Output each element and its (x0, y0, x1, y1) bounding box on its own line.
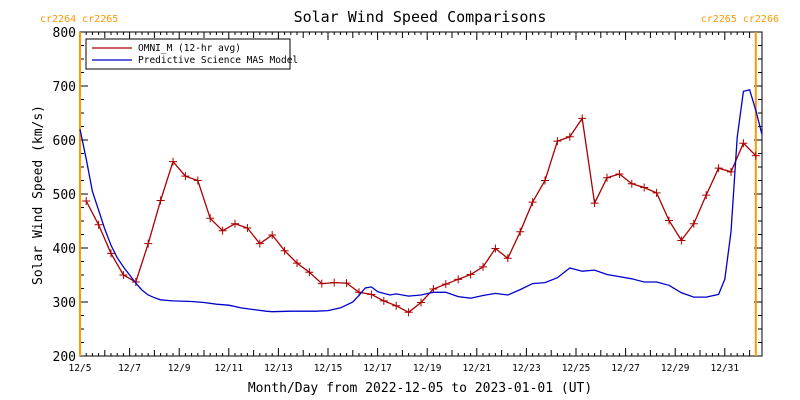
data-point (627, 179, 636, 188)
data-point (677, 236, 686, 245)
data-point (665, 216, 673, 225)
data-point (503, 254, 512, 263)
data-point (441, 280, 450, 289)
data-point (218, 226, 227, 235)
data-point (491, 244, 500, 253)
data-point (392, 301, 401, 310)
data-point (417, 298, 425, 307)
x-axis: 12/5 12/7 12/9 12/11 12/13 12/15 12/17 12/19 12/… (69, 32, 763, 374)
data-point (317, 279, 326, 288)
y-tick-label: 200 (53, 350, 76, 365)
data-point (565, 132, 574, 141)
data-point (553, 137, 562, 146)
legend: OMNI_M (12-hr avg) Predictive Science MA… (85, 38, 298, 70)
legend-label-omni: OMNI_M (12-hr avg) (138, 43, 241, 54)
x-tick-label: 12/11 (214, 363, 243, 374)
x-tick-label: 12/7 (118, 363, 141, 374)
x-tick-label: 12/9 (168, 363, 191, 374)
data-point (181, 172, 190, 181)
data-point (454, 275, 463, 284)
y-axis: 200 300 400 500 600 700 800 (53, 26, 762, 365)
data-point (367, 290, 376, 299)
carrington-marker-label: cr2264 cr2265 (40, 14, 118, 25)
data-point (516, 227, 525, 236)
y-axis-label: Solar Wind Speed (km/s) (31, 105, 46, 285)
data-point (268, 231, 277, 240)
x-tick-label: 12/15 (314, 363, 343, 374)
y-tick-label: 600 (53, 134, 76, 149)
x-tick-label: 12/17 (363, 363, 392, 374)
series-line-1 (79, 89, 763, 313)
legend-label-model: Predictive Science MAS Model (138, 55, 298, 66)
x-tick-label: 12/5 (69, 363, 92, 374)
data-point (528, 198, 537, 207)
data-point (280, 246, 289, 255)
x-tick-label: 12/31 (710, 363, 739, 374)
x-tick-label: 12/29 (661, 363, 690, 374)
plot-frame (79, 31, 763, 357)
x-tick-label: 12/13 (264, 363, 293, 374)
data-point (305, 268, 314, 277)
data-point (94, 220, 103, 229)
data-point (156, 196, 165, 205)
data-point (119, 271, 128, 279)
y-tick-label: 700 (53, 80, 76, 95)
y-tick-label: 400 (53, 242, 76, 257)
x-tick-label: 12/21 (462, 363, 491, 374)
data-point (727, 167, 735, 176)
chart-title: Solar Wind Speed Comparisons (294, 8, 547, 26)
data-point (379, 296, 388, 305)
data-point (169, 157, 177, 166)
data-point (404, 308, 413, 317)
data-point (479, 262, 487, 271)
data-point (243, 224, 252, 233)
data-point (640, 183, 649, 192)
data-point (342, 279, 351, 288)
data-point (107, 249, 115, 258)
data-point (466, 270, 475, 279)
data-point (255, 239, 264, 248)
y-tick-label: 800 (53, 26, 76, 41)
data-point (590, 199, 599, 208)
data-point (144, 239, 153, 248)
data-point (293, 259, 301, 268)
data-point (615, 170, 624, 179)
legend-box (85, 38, 291, 70)
x-tick-label: 12/23 (512, 363, 541, 374)
data-point (652, 188, 661, 197)
carrington-marker-label: cr2265 cr2266 (701, 14, 779, 25)
data-point (689, 219, 698, 228)
x-tick-label: 12/27 (611, 363, 640, 374)
x-tick-label: 12/19 (413, 363, 442, 374)
data-point (751, 151, 760, 160)
x-tick-label: 12/25 (562, 363, 591, 374)
data-point (578, 114, 587, 123)
data-point (82, 197, 91, 206)
data-point (541, 176, 549, 185)
data-point (739, 139, 748, 148)
y-tick-label: 300 (53, 296, 76, 311)
data-point (193, 176, 202, 185)
carrington-rotation-markers: cr2264 cr2265 cr2265 cr2266 (40, 14, 779, 356)
x-axis-label: Month/Day from 2022-12-05 to 2023-01-01 … (248, 381, 592, 396)
series-layer (79, 89, 763, 317)
data-point (330, 278, 339, 287)
data-point (206, 214, 215, 223)
data-point (231, 219, 239, 228)
data-point (702, 191, 711, 200)
data-point (131, 278, 140, 287)
y-tick-label: 500 (53, 188, 76, 203)
data-point (603, 173, 611, 182)
data-point (714, 164, 723, 173)
series-line-0 (85, 116, 757, 314)
